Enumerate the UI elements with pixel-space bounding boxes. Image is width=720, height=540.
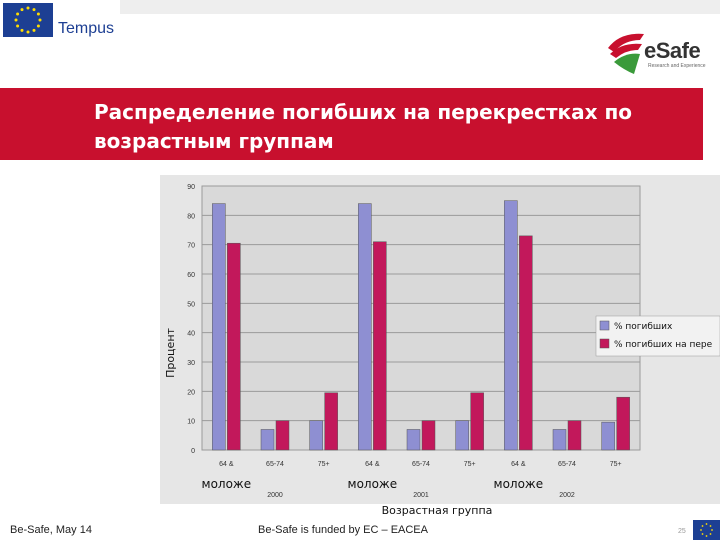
plot-area	[201, 185, 641, 451]
bar-2	[616, 396, 630, 451]
bar-1	[455, 420, 469, 451]
x-tick-label: 64 &	[365, 461, 380, 468]
title-band	[0, 88, 703, 160]
esafe-logo-icon	[608, 33, 644, 74]
bar-2	[519, 235, 533, 451]
y-tick-label: 0	[191, 448, 195, 455]
year-group-label: 2000	[267, 492, 283, 499]
x-tick-label: 64 &	[219, 461, 234, 468]
y-tick-label: 10	[187, 419, 195, 426]
legend-swatch-1	[599, 320, 610, 331]
y-tick-label: 50	[187, 301, 195, 308]
bar-2	[227, 242, 241, 451]
y-tick-label: 90	[187, 184, 195, 191]
bar-1	[406, 429, 421, 451]
bar-2	[275, 420, 290, 451]
page-number: 25	[678, 528, 686, 535]
x-tick-label: 65-74	[412, 461, 430, 468]
slide-title: Распределение погибших на перекрестках п…	[94, 100, 633, 153]
year-group-label: 2001	[413, 492, 429, 499]
legend-label-1: % погибших	[614, 322, 673, 332]
legend-box	[595, 315, 720, 357]
bar-1	[309, 420, 323, 451]
bar-1	[358, 203, 372, 451]
tempus-logo-text: Tempus	[58, 20, 115, 37]
y-tick-label: 40	[187, 331, 195, 338]
y-tick-label: 20	[187, 389, 195, 396]
eu-flag-icon	[3, 3, 53, 37]
year-group-label: 2002	[559, 492, 575, 499]
y-tick-label: 70	[187, 243, 195, 250]
x-tick-label: 75+	[318, 461, 330, 468]
bar-1	[601, 421, 615, 451]
x-tick-label: 65-74	[558, 461, 576, 468]
legend-label-2: % погибших на пере	[614, 340, 713, 350]
esafe-tagline: Research and Experience	[648, 63, 706, 69]
esafe-logo-text: eSafe	[644, 38, 701, 63]
bar-1	[260, 429, 275, 451]
footer-funding-text: Be-Safe is funded by EC – EACEA	[258, 524, 428, 536]
footer-left-text: Be-Safe, May 14	[10, 524, 92, 536]
x-tick-sublabel: моложе	[494, 477, 544, 491]
legend-swatch-2	[599, 338, 610, 349]
y-tick-label: 60	[187, 272, 195, 279]
bar-2	[421, 420, 436, 451]
bar-1	[212, 203, 226, 451]
x-tick-label: 65-74	[266, 461, 284, 468]
bar-2	[470, 392, 484, 451]
bar-2	[567, 420, 582, 451]
bar-1	[552, 429, 567, 451]
bar-2	[324, 392, 338, 451]
x-tick-sublabel: моложе	[202, 477, 252, 491]
x-tick-sublabel: моложе	[348, 477, 398, 491]
eu-flag-small-icon	[693, 520, 720, 540]
x-tick-label: 75+	[464, 461, 476, 468]
y-tick-label: 80	[187, 213, 195, 220]
x-axis-title: Возрастная группа	[382, 504, 493, 517]
y-tick-label: 30	[187, 360, 195, 367]
top-bar	[120, 0, 720, 14]
x-tick-label: 64 &	[511, 461, 526, 468]
x-tick-label: 75+	[610, 461, 622, 468]
y-axis-title: Процент	[164, 327, 177, 377]
bar-1	[504, 200, 518, 451]
bar-2	[373, 241, 387, 451]
